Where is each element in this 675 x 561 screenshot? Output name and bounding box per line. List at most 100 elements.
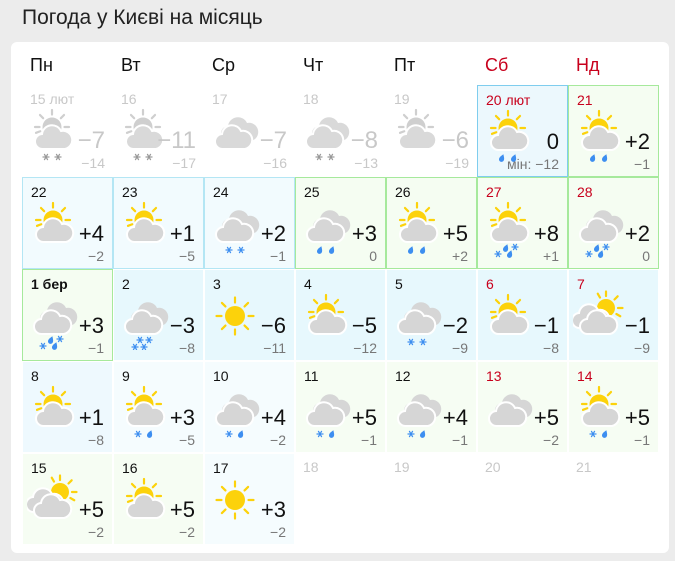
day-cell[interactable]: 26 +5 +2 <box>386 177 477 269</box>
sun-cloud-snow-rain-weather-icon <box>573 382 625 442</box>
day-cell[interactable]: 21 +2 −1 <box>568 85 659 177</box>
day-cell[interactable]: 12 +4 −1 <box>386 361 477 453</box>
day-date: 14 <box>577 368 593 384</box>
day-cell[interactable]: 19 −6 −19 <box>386 85 477 177</box>
min-temperature: −19 <box>445 155 469 171</box>
min-temperature: −5 <box>179 432 195 448</box>
day-cell[interactable]: 8 +1 −8 <box>22 361 113 453</box>
max-temperature: +2 <box>624 221 650 246</box>
min-temperature: −2 <box>88 524 104 540</box>
day-cell[interactable]: 16 +5 −2 <box>113 453 204 545</box>
min-temperature: −11 <box>263 340 286 356</box>
day-date: 22 <box>31 184 47 200</box>
day-cell[interactable]: 7 −1 −9 <box>568 269 659 361</box>
min-temperature: −2 <box>270 432 286 448</box>
cloud-sun-dry-weather-icon <box>571 290 625 350</box>
sun-cloud-dry-weather-icon <box>118 198 170 258</box>
clouds-snow-rain-weather-icon <box>300 382 352 442</box>
day-cell[interactable]: 27 +8 +1 <box>477 177 568 269</box>
day-date: 10 <box>213 368 229 384</box>
max-temperature: −2 <box>442 313 468 338</box>
day-cell[interactable]: 6 −1 −8 <box>477 269 568 361</box>
day-date: 20 <box>485 459 501 475</box>
min-temperature: −9 <box>452 340 468 356</box>
day-cell: 21 <box>568 453 659 545</box>
day-cell[interactable]: 2 −3 −8 <box>113 269 204 361</box>
clouds-rain2-weather-icon <box>300 198 352 258</box>
day-cell[interactable]: 17 −7 −16 <box>204 85 295 177</box>
max-temperature: +8 <box>533 221 559 246</box>
day-cell[interactable]: 18 −8 −13 <box>295 85 386 177</box>
min-temperature: −12 <box>353 340 377 356</box>
day-cell[interactable]: 16 −11 −17 <box>113 85 204 177</box>
min-temperature: −8 <box>88 432 104 448</box>
day-date: 1 бер <box>31 276 68 292</box>
min-temperature: −2 <box>270 524 286 540</box>
day-date: 16 <box>121 91 137 107</box>
max-temperature: +5 <box>442 221 468 246</box>
day-date: 28 <box>577 184 593 200</box>
max-temperature: +3 <box>169 405 195 430</box>
day-date: 2 <box>122 276 130 292</box>
day-cell[interactable]: 1 бер +3 −1 <box>22 269 113 361</box>
day-cell[interactable]: 10 +4 −2 <box>204 361 295 453</box>
day-date: 15 <box>31 460 47 476</box>
max-temperature: +1 <box>78 405 104 430</box>
day-cell[interactable]: 15 лют −7 −14 <box>22 85 113 177</box>
day-cell[interactable]: 14 +5 −1 <box>568 361 659 453</box>
min-temperature: −14 <box>81 155 105 171</box>
sun-dry-weather-icon <box>209 290 261 350</box>
max-temperature: −8 <box>350 127 378 154</box>
clouds-dry-weather-icon <box>482 382 534 442</box>
min-temperature: −1 <box>88 340 104 356</box>
day-date: 25 <box>304 184 320 200</box>
day-cell: 20 <box>477 453 568 545</box>
sun-cloud-rain2-weather-icon <box>391 198 443 258</box>
min-temperature: −17 <box>172 155 196 171</box>
max-temperature: +5 <box>533 405 559 430</box>
min-temperature: −1 <box>270 248 286 264</box>
weekday-header: Нд <box>576 55 600 75</box>
min-temperature: 0 <box>642 248 650 264</box>
day-date: 7 <box>577 276 585 292</box>
day-cell[interactable]: 25 +3 0 <box>295 177 386 269</box>
day-cell[interactable]: 15 +5 −2 <box>22 453 113 545</box>
day-cell-today[interactable]: 20 лют 0 мін: −12 <box>477 85 568 177</box>
weekday-header: Пт <box>394 55 416 75</box>
weekday-header: Сб <box>485 55 509 75</box>
day-cell[interactable]: 11 +5 −1 <box>295 361 386 453</box>
day-cell[interactable]: 5 −2 −9 <box>386 269 477 361</box>
day-cell[interactable]: 3 −6 −11 <box>204 269 295 361</box>
max-temperature: +3 <box>351 221 377 246</box>
day-date: 13 <box>486 368 502 384</box>
day-cell: 18 <box>295 453 386 545</box>
day-date: 4 <box>304 276 312 292</box>
max-temperature: +4 <box>442 405 468 430</box>
day-cell[interactable]: 13 +5 −2 <box>477 361 568 453</box>
sun-cloud-rain2-weather-icon <box>482 106 534 166</box>
clouds-snow-rain-weather-icon <box>391 382 443 442</box>
min-temperature: −16 <box>263 155 287 171</box>
min-temperature: −5 <box>179 248 195 264</box>
sun-dry-weather-icon <box>209 474 261 534</box>
min-temperature: −2 <box>88 248 104 264</box>
clouds-snow2-weather-icon <box>391 290 443 350</box>
clouds-snow-rain-weather-icon <box>209 382 261 442</box>
max-temperature: −7 <box>259 127 287 154</box>
max-temperature: −3 <box>169 313 195 338</box>
day-date: 17 <box>213 460 229 476</box>
min-temperature: −2 <box>179 524 195 540</box>
min-temperature: +2 <box>452 248 468 264</box>
max-temperature: −1 <box>533 313 559 338</box>
sun-cloud-snow-rain-weather-icon <box>118 382 170 442</box>
sun-cloud-snow2-weather-icon <box>26 105 78 165</box>
day-cell[interactable]: 9 +3 −5 <box>113 361 204 453</box>
day-cell[interactable]: 17 +3 −2 <box>204 453 295 545</box>
sun-cloud-dry-weather-icon <box>27 382 79 442</box>
day-cell[interactable]: 24 +2 −1 <box>204 177 295 269</box>
day-date: 16 <box>122 460 138 476</box>
day-cell[interactable]: 28 +2 0 <box>568 177 659 269</box>
day-cell[interactable]: 23 +1 −5 <box>113 177 204 269</box>
day-cell[interactable]: 4 −5 −12 <box>295 269 386 361</box>
day-cell[interactable]: 22 +4 −2 <box>22 177 113 269</box>
